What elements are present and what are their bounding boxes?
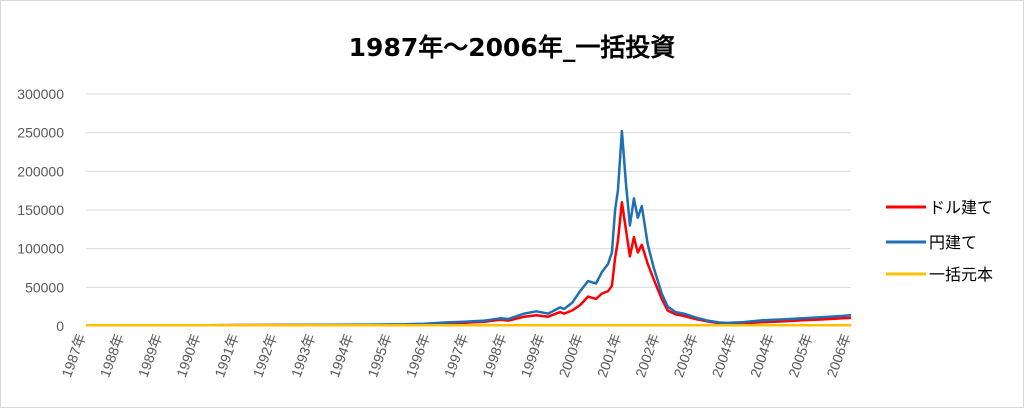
y-tick-label: 200000 xyxy=(17,163,64,179)
x-tick-label: 2004年 xyxy=(709,332,739,380)
gridlines xyxy=(86,93,851,327)
y-axis: 0 50000 100000 150000 200000 250000 300000 xyxy=(17,86,64,334)
x-tick-label: 2002年 xyxy=(632,332,662,380)
x-tick-label: 2001年 xyxy=(594,332,624,380)
x-tick-label: 1991年 xyxy=(211,332,241,380)
y-tick-label: 250000 xyxy=(17,125,64,141)
x-tick-label: 2004年 xyxy=(747,332,777,380)
y-tick-label: 300000 xyxy=(17,86,64,102)
x-tick-label: 1987年 xyxy=(58,332,88,380)
x-tick-label: 1998年 xyxy=(479,332,509,380)
x-tick-label: 1995年 xyxy=(364,332,394,380)
series-line-0 xyxy=(86,201,852,327)
x-tick-label: 2000年 xyxy=(556,332,586,380)
x-tick-label: 2005年 xyxy=(785,332,815,380)
x-tick-label: 1988年 xyxy=(97,332,127,380)
legend-label-0: ドル建て xyxy=(929,198,993,217)
x-tick-label: 1992年 xyxy=(250,332,280,380)
x-axis: 1987年 1988年 1989年 1990年 1991年 1992年 1993年 1994年… xyxy=(58,332,853,380)
x-tick-label: 1994年 xyxy=(326,332,356,380)
x-tick-label: 1996年 xyxy=(403,332,433,380)
x-tick-label: 2003年 xyxy=(670,332,700,380)
x-tick-label: 1993年 xyxy=(288,332,318,380)
x-tick-label: 1997年 xyxy=(441,332,471,380)
legend-label-1: 円建て xyxy=(929,233,977,252)
y-tick-label: 50000 xyxy=(25,279,64,295)
y-tick-label: 150000 xyxy=(17,202,64,218)
x-tick-label: 1989年 xyxy=(135,332,165,380)
x-tick-label: 1990年 xyxy=(173,332,203,380)
series-lines xyxy=(86,129,852,327)
legend-label-2: 一括元本 xyxy=(929,265,993,284)
series-line-1 xyxy=(86,129,852,327)
y-tick-label: 100000 xyxy=(17,241,64,257)
x-tick-label: 1999年 xyxy=(517,332,547,380)
x-tick-label: 2006年 xyxy=(823,332,853,380)
chart-title: 1987年～2006年_一括投資 xyxy=(349,33,676,62)
y-tick-label: 0 xyxy=(56,318,64,334)
